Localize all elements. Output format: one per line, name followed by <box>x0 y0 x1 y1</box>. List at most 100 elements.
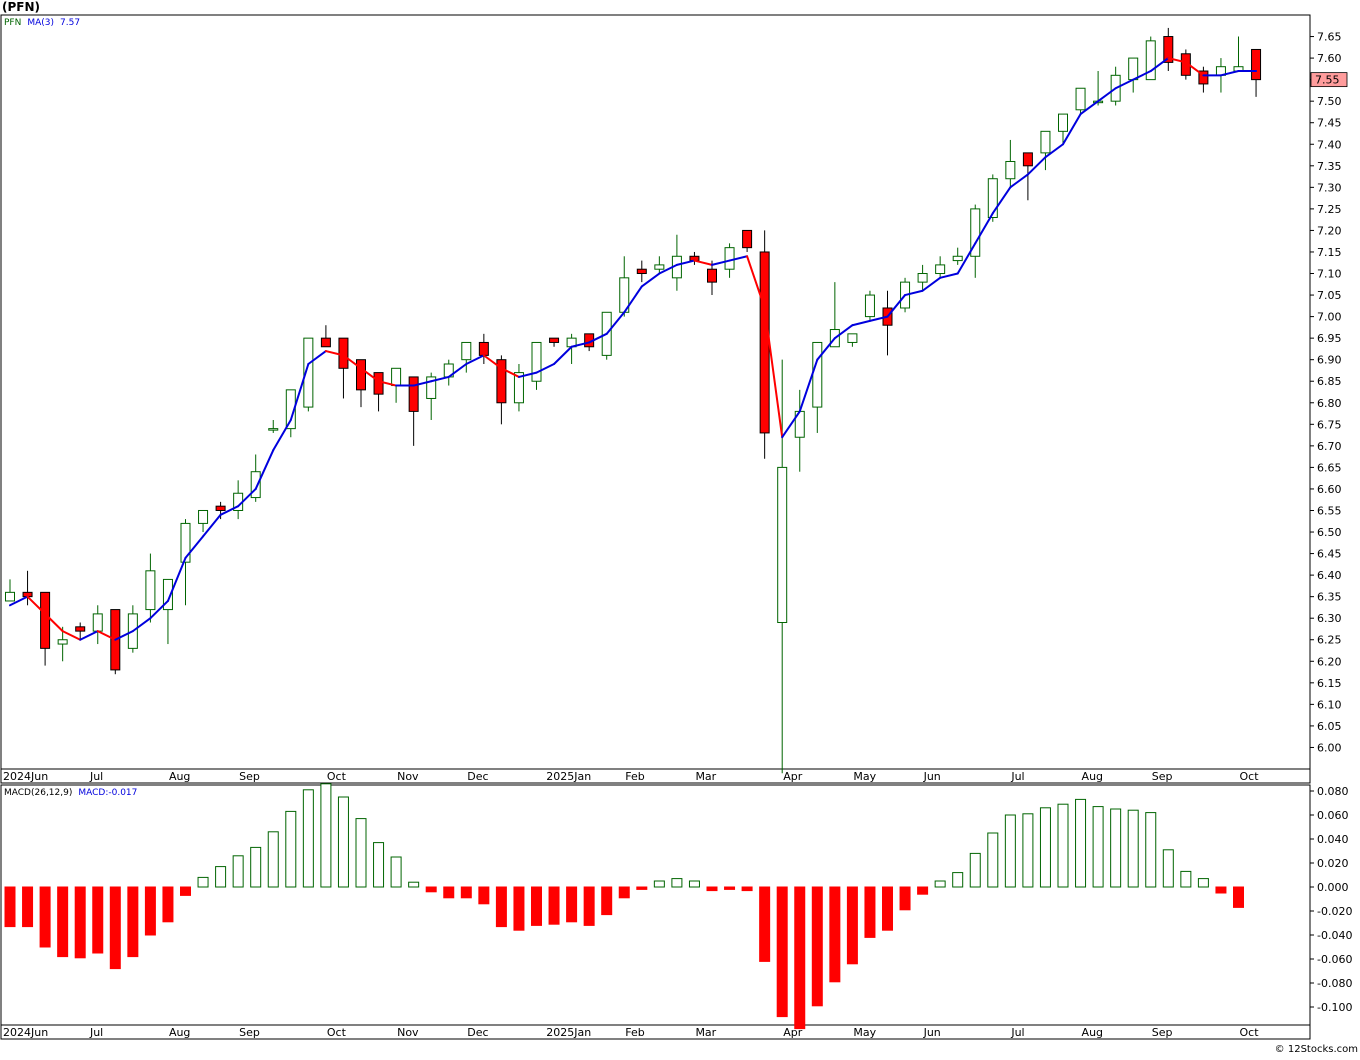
ma-line-segment <box>658 263 678 275</box>
macd-bar-positive <box>1110 808 1122 888</box>
macd-bar-negative <box>443 886 455 899</box>
ma-line-segment <box>360 367 380 383</box>
ma-line-segment <box>1044 143 1064 159</box>
ma-line-segment <box>728 255 749 262</box>
ma-line-segment <box>79 630 99 641</box>
macd-bar-positive <box>250 846 262 888</box>
ma-line-segment <box>324 350 345 357</box>
ma-line-segment <box>1114 78 1135 90</box>
ma-line-segment <box>1167 57 1187 64</box>
price-ytick-label: 7.30 <box>1317 181 1342 194</box>
ma-line-segment <box>1149 57 1170 73</box>
candle-down <box>742 229 753 249</box>
ma-line-segment <box>26 595 47 615</box>
ma-line-segment <box>553 345 573 365</box>
candle-up <box>847 333 858 343</box>
ma-line-segment <box>430 375 450 383</box>
candle-down <box>75 626 86 632</box>
macd-bar-negative <box>92 886 104 954</box>
macd-xtick-label: Sep <box>239 1026 260 1039</box>
macd-xtick-label: May <box>853 1026 876 1039</box>
macd-bar-positive <box>267 831 279 888</box>
price-ytick-label: 6.55 <box>1317 504 1342 517</box>
macd-bar-negative <box>846 886 858 965</box>
price-xtick-label: May <box>853 770 876 783</box>
candle-down <box>1251 48 1262 81</box>
candle-up <box>1058 113 1068 132</box>
macd-bar-negative <box>636 886 648 890</box>
candle-down <box>478 341 489 356</box>
price-ytick-label: 6.10 <box>1317 698 1342 711</box>
macd-xtick-label: 2024Jun <box>3 1026 48 1039</box>
macd-bar-negative <box>127 886 139 958</box>
macd-ytick-label: -0.100 <box>1317 1001 1352 1014</box>
ma-line-segment <box>517 371 538 378</box>
candle-up <box>461 341 472 361</box>
macd-bar-negative <box>583 886 595 926</box>
candle-up <box>952 255 963 262</box>
candle-up <box>180 522 191 563</box>
ma-line-segment <box>675 259 696 266</box>
macd-bar-negative <box>513 886 525 931</box>
price-ytick-label: 6.80 <box>1317 397 1342 410</box>
macd-bar-negative <box>57 886 69 958</box>
macd-bar-negative <box>39 886 51 948</box>
legend-symbol: PFN <box>4 18 21 28</box>
ma-line-segment <box>307 350 327 365</box>
candle-down <box>1163 36 1174 63</box>
macd-bar-positive <box>969 852 981 888</box>
macd-bar-positive <box>952 872 964 888</box>
ma-line-segment <box>254 449 275 490</box>
candle-down <box>496 359 507 404</box>
candle-up <box>654 264 665 270</box>
candle-up <box>92 613 103 632</box>
ma-line-segment <box>465 354 485 365</box>
macd-bar-negative <box>882 886 893 931</box>
price-xtick-label: Jun <box>923 770 941 783</box>
price-ytick-label: 7.65 <box>1317 31 1342 44</box>
price-ytick-label: 7.35 <box>1317 160 1342 173</box>
macd-bar-negative <box>1233 886 1244 908</box>
ma-line-segment <box>886 294 907 318</box>
macd-bar-negative <box>601 886 613 916</box>
macd-bar-negative <box>864 886 876 938</box>
candle-up <box>285 389 296 430</box>
ma-line-segment <box>96 630 117 641</box>
ma-line-segment <box>149 599 169 620</box>
macd-bar-negative <box>724 886 736 890</box>
ma-line-segment <box>623 285 643 314</box>
macd-ytick-label: -0.080 <box>1317 977 1352 990</box>
ma-line-segment <box>693 259 713 266</box>
price-xtick-label: Sep <box>239 770 260 783</box>
macd-xtick-label: Oct <box>1240 1026 1260 1039</box>
macd-bar-positive <box>934 880 946 888</box>
ma-line-segment <box>202 513 222 538</box>
candle-up <box>935 264 946 275</box>
price-ytick-label: 6.20 <box>1317 655 1342 668</box>
macd-ytick-label: -0.060 <box>1317 953 1352 966</box>
candle-up <box>1145 40 1156 81</box>
ma-line-segment <box>1219 70 1240 77</box>
ma-line-segment <box>289 362 310 422</box>
ma-line-segment <box>868 315 889 322</box>
price-ytick-label: 7.25 <box>1317 203 1342 216</box>
macd-ytick-label: 0.040 <box>1317 833 1349 846</box>
macd-bar-positive <box>215 866 227 888</box>
macd-bar-negative <box>22 886 34 928</box>
last-price-tag <box>1310 72 1348 88</box>
ma-line-segment <box>851 319 871 327</box>
price-xtick-label: 2024Jun <box>3 770 48 783</box>
candle-up <box>145 570 156 611</box>
macd-bar-positive <box>232 855 244 888</box>
ma-line-segment <box>412 380 433 387</box>
macd-bar-positive <box>1057 803 1069 888</box>
candle-down <box>40 591 51 649</box>
candle-down <box>320 337 331 348</box>
candle-down <box>1022 152 1033 167</box>
ma-line-segment <box>570 341 591 348</box>
price-xtick-label: 2025Jan <box>546 770 591 783</box>
candle-up <box>1040 130 1051 154</box>
macd-bar-positive <box>337 796 349 888</box>
ma-line-segment <box>816 337 836 361</box>
macd-bar-positive <box>1162 849 1174 888</box>
